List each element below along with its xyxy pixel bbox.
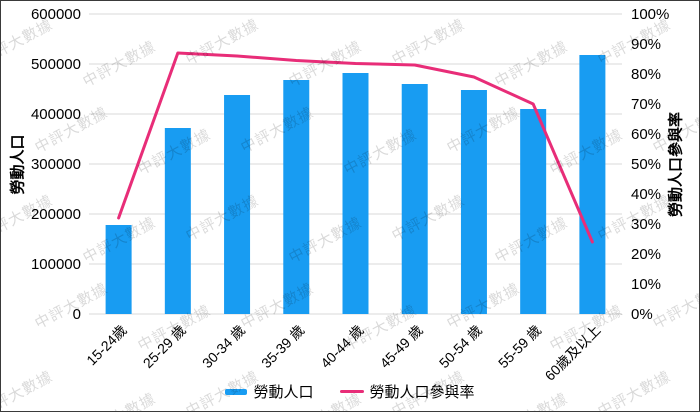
bar-series-swatch xyxy=(225,388,248,395)
left-axis-tick-label: 400000 xyxy=(31,106,81,123)
x-axis-tick-label: 25-29 歲 xyxy=(140,322,189,371)
legend-label-line: 勞動人口參與率 xyxy=(369,384,475,401)
right-axis-tick-label: 60% xyxy=(631,126,661,143)
x-axis-tick-label: 50-54 歲 xyxy=(436,322,485,371)
bar-30-34 歲 xyxy=(224,95,251,314)
x-axis-tick-label: 40-44 歲 xyxy=(317,322,366,371)
legend: 勞動人口 勞動人口參與率 xyxy=(1,381,699,402)
bar-55-59 歲 xyxy=(520,109,547,314)
right-axis-tick-label: 70% xyxy=(631,96,661,113)
right-axis-title: 勞動人口參與率 xyxy=(667,112,685,218)
left-axis-tick-label: 0 xyxy=(73,306,81,323)
bar-60歲及以上 xyxy=(579,55,606,314)
x-axis-tick-label: 35-39 歲 xyxy=(258,322,307,371)
legend-item-labor-population[interactable]: 勞動人口 xyxy=(225,381,314,402)
right-axis-tick-label: 50% xyxy=(631,156,661,173)
x-axis-tick-label: 30-34 歲 xyxy=(199,322,248,371)
right-axis-tick-label: 100% xyxy=(631,6,669,23)
x-axis-tick-label: 55-59 歲 xyxy=(495,322,544,371)
x-axis-tick-label: 15-24歲 xyxy=(83,322,130,369)
bar-50-54 歲 xyxy=(460,90,487,314)
legend-label-bar: 勞動人口 xyxy=(253,384,314,401)
line-series-swatch xyxy=(339,390,364,393)
participation-rate-line xyxy=(117,51,594,244)
x-axis-tick-label: 45-49 歲 xyxy=(377,322,426,371)
right-axis-tick-label: 80% xyxy=(631,66,661,83)
right-axis-tick-label: 40% xyxy=(631,186,661,203)
bar-35-39 歲 xyxy=(283,80,310,314)
right-axis-tick-label: 20% xyxy=(631,246,661,263)
right-axis-tick-label: 10% xyxy=(631,276,661,293)
left-axis-tick-label: 600000 xyxy=(31,6,81,23)
left-axis-tick-label: 300000 xyxy=(31,156,81,173)
bar-45-49 歲 xyxy=(401,84,428,314)
x-axis-tick-label: 60歲及以上 xyxy=(542,322,604,384)
right-axis-tick-label: 30% xyxy=(631,216,661,233)
legend-item-participation-rate[interactable]: 勞動人口參與率 xyxy=(339,381,475,402)
left-axis-title: 勞動人口 xyxy=(9,134,27,195)
bar-25-29 歲 xyxy=(164,128,191,314)
left-axis-tick-label: 100000 xyxy=(31,256,81,273)
left-axis-tick-label: 200000 xyxy=(31,206,81,223)
bar-15-24歲 xyxy=(105,225,132,314)
right-axis-tick-label: 90% xyxy=(631,36,661,53)
bar-40-44 歲 xyxy=(342,73,369,314)
right-axis-tick-label: 0% xyxy=(631,306,653,323)
left-axis-tick-label: 500000 xyxy=(31,56,81,73)
